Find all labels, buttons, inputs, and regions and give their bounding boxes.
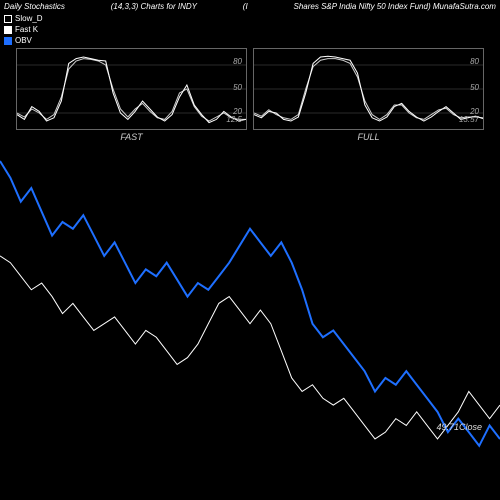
sub-chart-fast: 80 50 20 12.5 [16, 48, 247, 130]
legend-obv: OBV [4, 35, 496, 46]
close-price-label: 49.71Close [436, 422, 482, 432]
legend-slow-d: Slow_D [4, 13, 496, 24]
sub-chart-full: 80 50 20 13.57 [253, 48, 484, 130]
legend-box-obv [4, 37, 12, 45]
header-right: Shares S&P India Nifty 50 Index Fund) Mu… [294, 2, 496, 11]
legend: Slow_D Fast K OBV [0, 13, 500, 48]
fast-end-value: 12.5 [226, 115, 242, 124]
header-left: Daily Stochastics [4, 2, 65, 11]
header-mid1: (14,3,3) Charts for INDY [111, 2, 197, 11]
full-tick-50: 50 [470, 83, 479, 92]
sub-charts-row: 80 50 20 12.5 80 50 20 13.57 [0, 48, 500, 130]
legend-box-fast-k [4, 26, 12, 34]
main-chart: 49.71Close [0, 144, 500, 500]
legend-label-obv: OBV [15, 35, 32, 46]
full-tick-80: 80 [470, 57, 479, 66]
legend-fast-k: Fast K [4, 24, 496, 35]
fast-label: FAST [16, 130, 247, 144]
chart-header: Daily Stochastics (14,3,3) Charts for IN… [0, 0, 500, 13]
full-label: FULL [253, 130, 484, 144]
legend-label-slow-d: Slow_D [15, 13, 43, 24]
sub-labels-row: FAST FULL [0, 130, 500, 144]
fast-tick-50: 50 [233, 83, 242, 92]
header-mid2: (I [243, 2, 248, 11]
full-end-value: 13.57 [459, 115, 479, 124]
legend-label-fast-k: Fast K [15, 24, 38, 35]
fast-tick-80: 80 [233, 57, 242, 66]
legend-box-slow-d [4, 15, 12, 23]
